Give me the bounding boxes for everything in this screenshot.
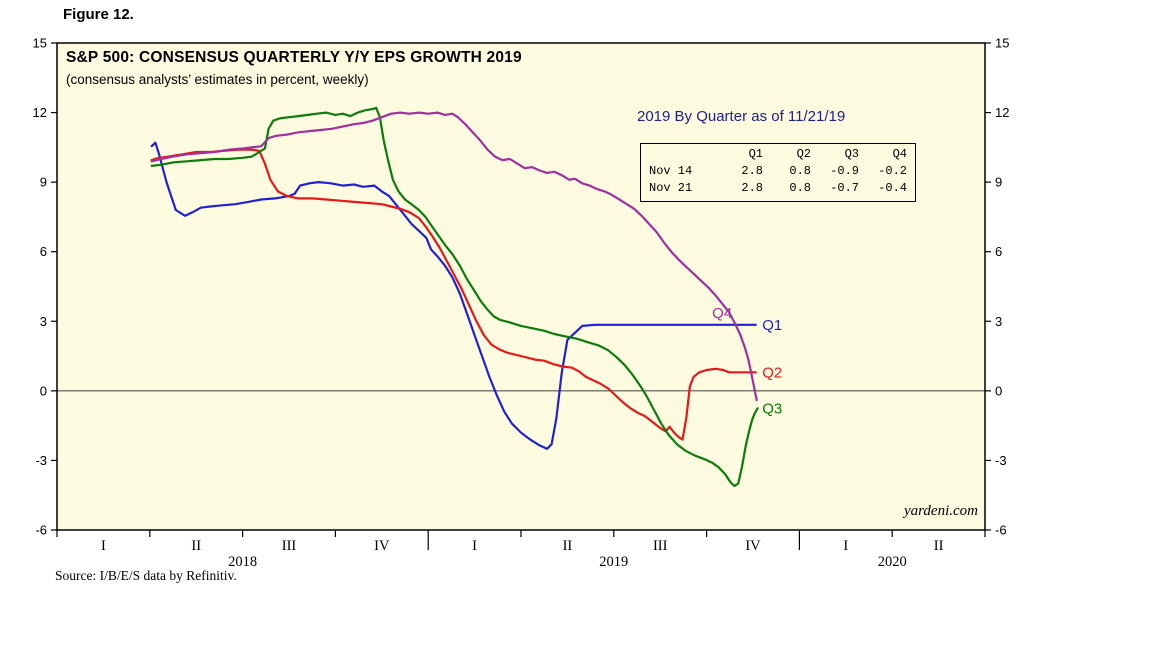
x-quarter-label: I (101, 538, 106, 554)
y-tick-label-right: 12 (995, 105, 1009, 120)
y-tick-label-right: -6 (995, 523, 1007, 538)
y-tick-label-right: 15 (995, 36, 1009, 51)
y-tick-label-left: 9 (40, 175, 47, 190)
series-label-q3: Q3 (762, 400, 782, 417)
y-tick-label-left: 0 (40, 383, 47, 398)
series-line-q4 (150, 111, 758, 402)
inset-corner-cell (649, 146, 715, 163)
y-tick-label-right: 0 (995, 383, 1002, 398)
y-tick-label-left: -6 (35, 523, 47, 538)
x-year-label: 2018 (228, 554, 257, 570)
y-tick-label-right: 6 (995, 244, 1002, 259)
y-tick-label-right: 9 (995, 175, 1002, 190)
y-tick-label-left: -3 (35, 453, 47, 468)
series-line-q2 (150, 148, 757, 441)
y-tick-label-left: 6 (40, 244, 47, 259)
y-tick-label-right: 3 (995, 314, 1002, 329)
inset-cell-nov14-q2: 0.8 (789, 164, 811, 178)
figure-number-label: Figure 12. (63, 6, 134, 23)
x-year-label: 2020 (878, 554, 907, 570)
inset-cell-nov21-q2: 0.8 (789, 181, 811, 195)
x-quarter-label: I (843, 538, 848, 554)
x-quarter-label: IV (374, 538, 390, 554)
x-quarter-label: II (191, 538, 201, 554)
inset-cell-nov14-q4: -0.2 (878, 164, 907, 178)
inset-row-label-nov14: Nov 14 (649, 164, 693, 178)
x-quarter-label: I (472, 538, 477, 554)
inset-cell-nov21-q1: 2.8 (741, 181, 763, 195)
inset-cell-nov21-q3: -0.7 (830, 181, 859, 195)
inset-table-title: 2019 By Quarter as of 11/21/19 (637, 108, 846, 125)
inset-data-table: Q1 Q2 Q3 Q4 Nov 14 2.8 0.8 -0.9 -0.2 Nov… (640, 143, 916, 202)
inset-col-header-q4: Q4 (892, 147, 907, 161)
yardeni-watermark: yardeni.com (903, 503, 978, 519)
inset-cell-nov14-q3: -0.9 (830, 164, 859, 178)
plot-area (56, 42, 986, 531)
series-label-q2: Q2 (762, 364, 782, 381)
inset-col-header-q3: Q3 (844, 147, 859, 161)
series-label-q4: Q4 (712, 305, 732, 322)
chart-title: S&P 500: CONSENSUS QUARTERLY Y/Y EPS GRO… (66, 49, 522, 66)
y-tick-label-left: 15 (33, 36, 47, 51)
inset-col-header-q1: Q1 (748, 147, 763, 161)
x-quarter-label: IV (745, 538, 761, 554)
x-quarter-label: III (282, 538, 297, 554)
inset-cell-nov14-q1: 2.8 (741, 164, 763, 178)
x-year-label: 2019 (599, 554, 628, 570)
x-quarter-label: III (653, 538, 668, 554)
y-tick-label-left: 3 (40, 314, 47, 329)
inset-cell-nov21-q4: -0.4 (878, 181, 907, 195)
y-tick-label-left: 12 (33, 105, 47, 120)
y-tick-label-right: -3 (995, 453, 1007, 468)
series-label-q1: Q1 (762, 317, 782, 334)
inset-row-label-nov21: Nov 21 (649, 181, 693, 195)
x-quarter-label: II (563, 538, 573, 554)
series-line-q3 (150, 106, 759, 487)
inset-col-header-q2: Q2 (796, 147, 811, 161)
source-attribution: Source: I/B/E/S data by Refinitiv. (55, 568, 237, 583)
chart-subtitle: (consensus analysts’ estimates in percen… (66, 72, 369, 87)
x-quarter-label: II (934, 538, 944, 554)
